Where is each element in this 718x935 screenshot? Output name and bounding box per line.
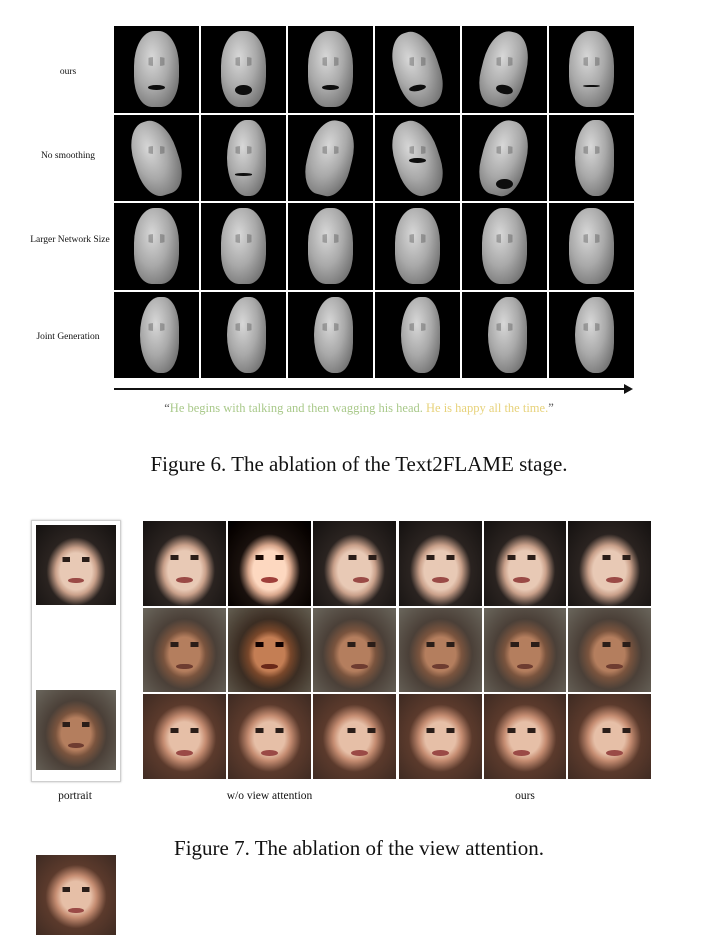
result-image xyxy=(483,694,567,779)
flame-render xyxy=(201,114,286,201)
flame-render xyxy=(114,114,199,201)
flame-render-grid xyxy=(114,26,634,378)
quote-close: ” xyxy=(548,401,554,415)
result-image xyxy=(143,694,226,779)
figure-6-caption: Figure 6. The ablation of the Text2FLAME… xyxy=(150,452,568,476)
flame-render xyxy=(549,291,634,378)
column-label-portrait: portrait xyxy=(58,790,92,802)
portrait-column xyxy=(31,520,121,935)
flame-render xyxy=(114,203,199,290)
flame-render xyxy=(462,291,547,378)
row-label-larger-network: Larger Network Size xyxy=(30,235,110,245)
quote-open: “ xyxy=(164,401,170,415)
result-image xyxy=(143,521,226,606)
prompt-quote: “He begins with talking and then wagging… xyxy=(0,401,718,416)
result-image xyxy=(228,521,311,606)
quote-part-1: He begins with talking and then wagging … xyxy=(169,401,426,415)
ours-view-attention-grid xyxy=(399,521,651,779)
flame-render xyxy=(462,203,547,290)
timeline-arrow-head xyxy=(624,384,633,394)
flame-render xyxy=(288,26,373,113)
result-image xyxy=(228,694,311,779)
quote-part-2: He is happy all the time. xyxy=(426,401,549,415)
row-label-joint-generation: Joint Generation xyxy=(36,332,100,342)
flame-render xyxy=(201,26,286,113)
flame-render xyxy=(288,291,373,378)
flame-render xyxy=(288,203,373,290)
without-view-attention-grid xyxy=(143,521,396,779)
result-image xyxy=(568,521,651,606)
column-label-ours: ours xyxy=(515,790,535,802)
flame-render xyxy=(375,203,460,290)
result-image xyxy=(483,607,567,693)
flame-render xyxy=(375,26,460,113)
flame-render xyxy=(462,114,547,201)
result-image xyxy=(399,607,482,693)
result-image xyxy=(228,607,311,693)
result-image xyxy=(399,521,482,606)
row-label-ours: ours xyxy=(59,67,77,77)
result-image xyxy=(568,607,651,693)
timeline-arrow xyxy=(114,388,626,390)
flame-render xyxy=(201,203,286,290)
column-label-without-view-attention: w/o view attention xyxy=(226,790,313,802)
result-image xyxy=(483,521,567,606)
flame-render xyxy=(201,291,286,378)
flame-render xyxy=(549,114,634,201)
result-image xyxy=(313,694,396,779)
portrait-image xyxy=(36,525,116,605)
result-image xyxy=(399,694,482,779)
flame-render xyxy=(114,291,199,378)
result-image xyxy=(143,607,226,693)
result-image xyxy=(568,694,651,779)
flame-render xyxy=(549,26,634,113)
result-image xyxy=(313,607,396,693)
flame-render xyxy=(549,203,634,290)
row-label-no-smoothing: No smoothing xyxy=(40,151,96,161)
flame-render xyxy=(375,291,460,378)
flame-render xyxy=(462,26,547,113)
flame-render xyxy=(375,114,460,201)
flame-render xyxy=(288,114,373,201)
portrait-image xyxy=(36,855,116,935)
result-image xyxy=(313,521,396,606)
portrait-image xyxy=(36,690,116,770)
figure-7-caption: Figure 7. The ablation of the view atten… xyxy=(174,836,544,860)
flame-render xyxy=(114,26,199,113)
